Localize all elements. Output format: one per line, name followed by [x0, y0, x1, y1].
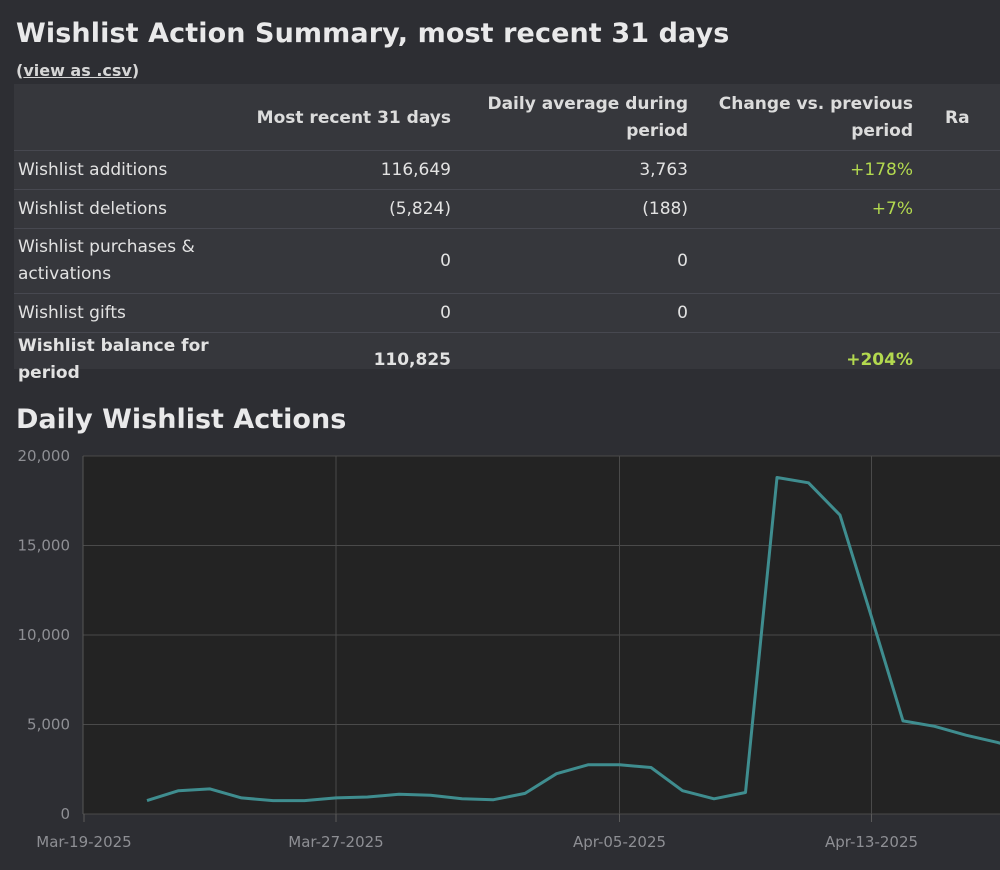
csv-open-paren: ( — [16, 61, 24, 80]
row-daily: 0 — [455, 293, 692, 333]
data-point[interactable] — [929, 720, 941, 732]
data-point[interactable] — [834, 509, 846, 521]
data-point[interactable] — [204, 783, 216, 795]
y-tick-label: 5,000 — [27, 716, 70, 734]
data-point[interactable] — [677, 785, 689, 797]
x-tick-label: Mar-27-2025 — [288, 833, 383, 851]
header-recent: Most recent 31 days — [219, 84, 455, 151]
view-as-csv-link[interactable]: view as .csv — [23, 61, 132, 80]
header-change: Change vs. previous period — [692, 84, 917, 151]
row-label: Wishlist balance for period — [18, 336, 209, 383]
row-change — [692, 228, 917, 294]
summary-table-container: Most recent 31 days Daily average during… — [14, 84, 1000, 383]
data-point[interactable] — [267, 795, 279, 807]
data-point[interactable] — [519, 787, 531, 799]
data-point[interactable] — [803, 477, 815, 489]
row-recent: 0 — [219, 228, 455, 294]
row-daily: 3,763 — [455, 150, 692, 190]
series-layer — [141, 472, 1000, 807]
data-point[interactable] — [425, 789, 437, 801]
axis-ticks: 0 5,000 10,000 15,000 20,000 Mar-19-2025 Mar-2… — [18, 447, 919, 851]
row-label: Wishlist additions — [14, 150, 219, 190]
data-point[interactable] — [551, 768, 563, 780]
row-extra — [917, 293, 1000, 333]
data-point[interactable] — [614, 759, 626, 771]
row-extra — [917, 189, 1000, 229]
x-tick-label: Apr-13-2025 — [825, 833, 918, 851]
row-extra — [917, 333, 1000, 388]
row-extra — [917, 150, 1000, 190]
row-label: Wishlist gifts — [14, 293, 219, 333]
data-point[interactable] — [740, 787, 752, 799]
daily-wishlist-chart[interactable]: 0 5,000 10,000 15,000 20,000 Mar-19-2025 Mar-2… — [0, 440, 1000, 870]
header-daily: Daily average during period — [455, 84, 692, 151]
row-daily — [455, 333, 692, 388]
y-tick-label: 20,000 — [18, 447, 71, 465]
data-point[interactable] — [488, 794, 500, 806]
row-recent: (5,824) — [219, 189, 455, 229]
data-point[interactable] — [362, 791, 374, 803]
grid-lines — [83, 455, 1000, 815]
data-point[interactable] — [771, 472, 783, 484]
header-label — [14, 84, 219, 151]
row-extra — [917, 228, 1000, 294]
row-change: +204% — [846, 349, 913, 370]
table-row: Wishlist deletions (5,824) (188) +7% — [14, 189, 1000, 229]
data-point[interactable] — [236, 792, 248, 804]
row-change — [692, 293, 917, 333]
header-partial: Ra — [917, 84, 1000, 151]
data-point[interactable] — [645, 762, 657, 774]
row-recent: 116,649 — [219, 150, 455, 190]
data-point[interactable] — [393, 788, 405, 800]
row-change: +178% — [692, 150, 917, 190]
data-point[interactable] — [582, 759, 594, 771]
csv-link-line: (view as .csv) — [16, 61, 139, 80]
x-tick-label: Apr-05-2025 — [573, 833, 666, 851]
data-point[interactable] — [141, 795, 153, 807]
data-point[interactable] — [897, 715, 909, 727]
row-label: Wishlist deletions — [14, 189, 219, 229]
data-point[interactable] — [708, 793, 720, 805]
table-row: Wishlist purchases & activations 0 0 — [14, 228, 1000, 294]
y-tick-label: 10,000 — [18, 626, 71, 644]
y-tick-label: 15,000 — [18, 537, 71, 555]
data-point[interactable] — [456, 793, 468, 805]
series-line — [146, 476, 1000, 803]
table-header-row: Most recent 31 days Daily average during… — [14, 84, 1000, 151]
data-point[interactable] — [960, 729, 972, 741]
summary-table: Most recent 31 days Daily average during… — [14, 84, 1000, 387]
row-daily: (188) — [455, 189, 692, 229]
x-tick-label: Mar-19-2025 — [36, 833, 131, 851]
chart-title: Daily Wishlist Actions — [16, 404, 347, 435]
data-point[interactable] — [299, 795, 311, 807]
row-recent: 0 — [219, 293, 455, 333]
table-row: Wishlist gifts 0 0 — [14, 293, 1000, 333]
table-row: Wishlist balance for period 110,825 +204… — [14, 333, 1000, 388]
table-row: Wishlist additions 116,649 3,763 +178% — [14, 150, 1000, 190]
row-daily: 0 — [455, 228, 692, 294]
summary-title: Wishlist Action Summary, most recent 31 … — [16, 18, 730, 49]
data-point[interactable] — [173, 785, 185, 797]
csv-close-paren: ) — [131, 61, 140, 80]
row-label: Wishlist purchases & activations — [14, 228, 219, 294]
data-point[interactable] — [330, 792, 342, 804]
data-point[interactable] — [866, 611, 878, 623]
y-tick-label: 0 — [60, 805, 70, 823]
row-change: +7% — [692, 189, 917, 229]
row-recent: 110,825 — [373, 349, 451, 370]
